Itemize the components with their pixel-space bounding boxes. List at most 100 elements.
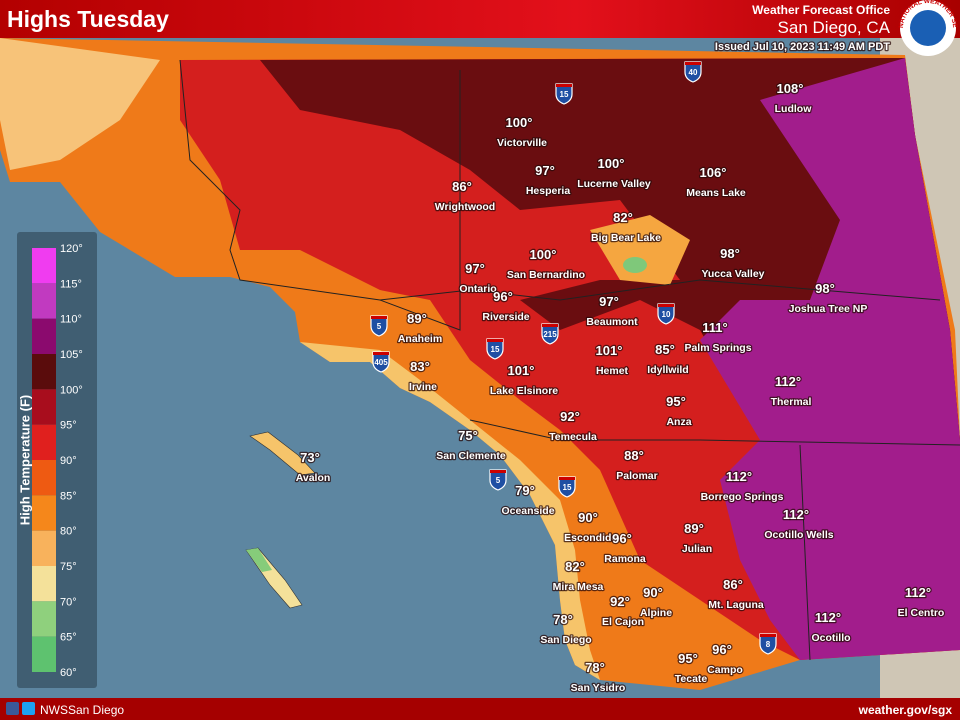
highway-number: 5: [496, 476, 501, 485]
city-name: Ocotillo Wells: [764, 529, 833, 541]
legend-label: 105°: [60, 349, 83, 361]
legend-label: 60°: [60, 667, 77, 679]
city-name: Ludlow: [775, 103, 813, 115]
city-temp: 78°: [553, 612, 573, 627]
city-temp: 85°: [655, 342, 675, 357]
city-temp: 112°: [783, 507, 809, 522]
city-name: Borrego Springs: [701, 491, 784, 503]
city-name: San Clemente: [436, 450, 506, 462]
city-temp: 73°: [300, 450, 320, 465]
city-temp: 97°: [535, 163, 555, 178]
city-temp: 82°: [613, 210, 633, 225]
city-name: Oceanside: [501, 505, 554, 517]
highway-shield: [486, 338, 504, 360]
legend-swatch: [32, 566, 56, 602]
county-border: [179, 59, 461, 331]
highway-number: 215: [543, 330, 557, 339]
city-name: Tecate: [675, 673, 708, 685]
legend-scale: 120° 115° 110° 105° 100° 95° 90° 85° 80° 75° 70° 65…: [32, 243, 83, 679]
city-temp: 96°: [612, 531, 632, 546]
highway-shield-top: [371, 316, 387, 319]
city-temp: 96°: [712, 642, 732, 657]
city-temp: 97°: [599, 294, 619, 309]
legend-label: 95°: [60, 420, 77, 432]
legend-swatch: [32, 248, 56, 284]
city-temp: 112°: [726, 469, 752, 484]
county-border: [469, 419, 960, 446]
legend-title: High Temperature (F): [17, 395, 32, 526]
highway-number: 8: [766, 640, 771, 649]
catalina-island: [249, 431, 316, 476]
highway-shield-top: [373, 352, 389, 355]
highway-shield: [370, 315, 388, 337]
city-temp: 100°: [598, 156, 625, 171]
legend-swatch: [32, 318, 56, 354]
highway-shield: [558, 476, 576, 498]
highway-shield: [372, 351, 390, 373]
city-name: Means Lake: [686, 187, 746, 199]
city-name: Lake Elsinore: [490, 385, 558, 397]
city-name: San Bernardino: [507, 269, 585, 281]
cool-spot: [623, 257, 647, 273]
legend-label: 65°: [60, 632, 77, 644]
city-name: Ontario: [459, 283, 496, 295]
city-name: San Ysidro: [571, 682, 626, 694]
city-temp: 78°: [585, 660, 605, 675]
city-temp: 98°: [815, 281, 835, 296]
city-temp: 95°: [666, 394, 686, 409]
coastal-band: [0, 38, 160, 170]
city-temp: 90°: [643, 585, 663, 600]
city-temp: 95°: [678, 651, 698, 666]
highway-number: 15: [560, 90, 569, 99]
city-name: Thermal: [771, 396, 812, 408]
legend-label: 115°: [60, 278, 82, 290]
twitter-icon: [22, 702, 35, 715]
city-temp: 96°: [493, 289, 513, 304]
logo-center: [910, 10, 946, 46]
city-name: El Cajon: [602, 616, 644, 628]
highway-shield: [555, 83, 573, 105]
legend-swatch: [32, 601, 56, 637]
city-temp: 98°: [720, 246, 740, 261]
footer-bar: [0, 698, 960, 720]
city-name: Yucca Valley: [701, 268, 764, 280]
legend-swatch: [32, 530, 56, 566]
city-name: Lucerne Valley: [577, 178, 651, 190]
city-name: Beaumont: [586, 316, 638, 328]
highway-shield-top: [559, 477, 575, 480]
city-name: Campo: [707, 664, 743, 676]
legend-swatch: [32, 460, 56, 496]
city-temp: 101°: [508, 363, 535, 378]
city-temp: 106°: [700, 165, 727, 180]
legend-swatch: [32, 354, 56, 390]
city-name: Hesperia: [526, 185, 571, 197]
cities: 108° Ludlow 100° Victorville 97° Hesperia 100°…: [294, 80, 945, 696]
city-temp: 89°: [407, 311, 427, 326]
city-temp: 88°: [624, 448, 644, 463]
city-name: Julian: [682, 543, 712, 555]
legend-label: 70°: [60, 596, 77, 608]
city-name: Joshua Tree NP: [789, 303, 868, 315]
office-location: San Diego, CA: [778, 18, 891, 37]
highway-shield-top: [542, 324, 558, 327]
city-name: Avalon: [296, 472, 331, 484]
city-name: Anaheim: [398, 333, 442, 345]
city-name: Ocotillo: [811, 632, 850, 644]
city-name: El Centro: [898, 607, 945, 619]
highway-number: 15: [563, 483, 572, 492]
city-temp: 82°: [565, 559, 585, 574]
city-temp: 100°: [530, 247, 557, 262]
city-name: Hemet: [596, 365, 629, 377]
legend-label: 100°: [60, 384, 83, 396]
highway-number: 40: [689, 68, 698, 77]
city-name: Idyllwild: [647, 364, 688, 376]
city-name: San Diego: [540, 634, 591, 646]
legend-label: 85°: [60, 490, 77, 502]
extreme-region: [700, 58, 960, 660]
cool-peak: [590, 215, 690, 285]
city-temp: 100°: [506, 115, 533, 130]
city-name: Palm Springs: [684, 342, 751, 354]
island-cool: [246, 548, 272, 572]
city-name: Wrightwood: [435, 201, 495, 213]
highway-shield: [684, 61, 702, 83]
